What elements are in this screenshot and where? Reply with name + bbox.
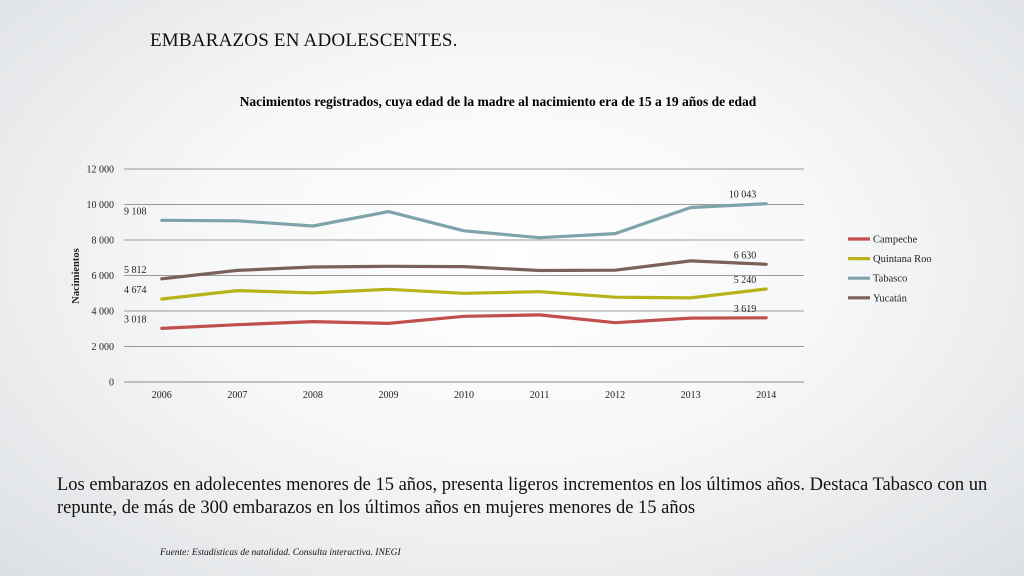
data-label: 6 630	[734, 250, 757, 261]
legend-label: Campeche	[873, 235, 918, 246]
legend-label: Quintana Roo	[873, 254, 932, 265]
series-line-tabasco	[160, 202, 768, 240]
x-tick-label: 2009	[378, 390, 398, 401]
data-label: 4 674	[124, 285, 147, 296]
line-chart: Nacimientos registrados, cuya edad de la…	[71, 94, 932, 401]
legend-label: Tabasco	[873, 274, 907, 285]
y-tick-label: 6 000	[92, 271, 115, 282]
x-tick-label: 2010	[454, 390, 474, 401]
y-tick-label: 2 000	[92, 342, 115, 353]
series-line-campeche	[160, 313, 768, 330]
y-tick-label: 12 000	[87, 165, 115, 176]
source-note: Fuente: Estadísticas de natalidad. Consu…	[160, 548, 401, 558]
x-axis-ticks: 2006 2007 2008 2009 2010 2011 2012 2013 2014	[152, 390, 776, 401]
data-label: 3 018	[124, 314, 147, 325]
x-tick-label: 2007	[227, 390, 247, 401]
y-tick-label: 4 000	[92, 307, 115, 318]
y-tick-label: 10 000	[87, 200, 115, 211]
legend-label: Yucatán	[873, 293, 908, 304]
data-label: 5 240	[734, 275, 757, 286]
x-tick-label: 2008	[303, 390, 323, 401]
x-tick-label: 2012	[605, 390, 625, 401]
data-label: 9 108	[124, 206, 147, 217]
x-tick-label: 2006	[152, 390, 172, 401]
x-tick-label: 2011	[530, 390, 550, 401]
x-tick-label: 2013	[681, 390, 701, 401]
x-tick-label: 2014	[756, 390, 776, 401]
chart-legend: Campeche Quintana Roo Tabasco Yucatán	[848, 235, 932, 304]
slide-title: EMBARAZOS EN ADOLESCENTES.	[150, 30, 458, 51]
data-label: 3 619	[734, 304, 757, 315]
chart-data-labels: 3 018 3 619 4 674 5 240 9 108 10 043 5 812 6 63…	[124, 190, 756, 326]
y-axis-ticks: 0 2 000 4 000 6 000 8 000 10 000 12 000	[87, 165, 115, 389]
chart-series	[160, 202, 768, 330]
data-label: 10 043	[729, 190, 757, 201]
series-line-quintana-roo	[160, 287, 768, 301]
chart-title: Nacimientos registrados, cuya edad de la…	[240, 94, 757, 109]
series-line-yucatán	[160, 259, 768, 281]
body-text: Los embarazos en adolecentes menores de …	[57, 475, 988, 518]
chart-gridlines	[124, 168, 804, 383]
y-axis-title: Nacimientos	[71, 248, 82, 303]
y-tick-label: 0	[109, 378, 114, 389]
data-label: 5 812	[124, 265, 147, 276]
y-tick-label: 8 000	[92, 236, 115, 247]
